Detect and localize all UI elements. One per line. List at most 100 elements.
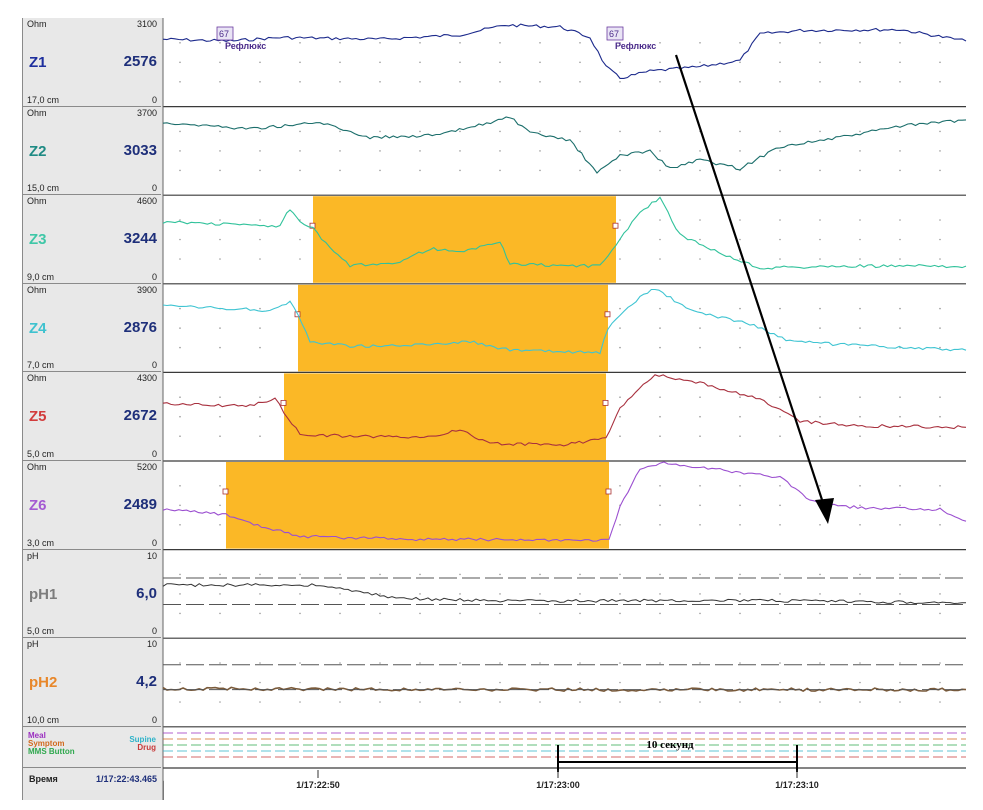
channel-label-z5[interactable]: Ohm 4300 Z5 2672 5,0 cm 0: [23, 372, 161, 461]
grid-dot: [539, 42, 541, 44]
grid-dot: [899, 219, 901, 221]
grid-dot: [699, 701, 701, 703]
grid-dot: [619, 485, 621, 487]
grid-dot: [339, 81, 341, 83]
reflux-marker-box: [606, 26, 624, 41]
grid-dot: [939, 681, 941, 684]
grid-dot: [459, 681, 461, 684]
grid-dot: [459, 169, 461, 172]
channel-label-z6[interactable]: Ohm 5200 Z6 2489 3,0 cm 0: [23, 461, 161, 550]
grid-dot: [179, 219, 181, 221]
grid-dot: [259, 612, 261, 615]
grid-dot: [699, 415, 701, 418]
grid-dot: [619, 219, 621, 221]
channel-name: Z1: [29, 54, 47, 71]
grid-dot: [659, 524, 661, 526]
grid-dot: [859, 415, 861, 418]
channel-value: 3244: [123, 230, 157, 248]
grid-dot: [299, 258, 301, 260]
grid-dot: [499, 81, 501, 83]
channel-label-ph1[interactable]: pH 10 pH1 6,0 5,0 cm 0: [23, 549, 161, 639]
channel-unit: pH: [27, 639, 39, 650]
grid-dot: [659, 327, 661, 329]
grid-dot: [219, 681, 221, 684]
grid-dot: [899, 485, 901, 487]
grid-dot: [859, 485, 861, 487]
channel-label-z3[interactable]: Ohm 4600 Z3 3244 9,0 cm 0: [23, 195, 161, 284]
bolus-region-z6: [226, 462, 609, 549]
grid-dot: [819, 42, 821, 44]
legend-symptom: Symptom: [28, 739, 65, 748]
bolus-region-z3: [313, 196, 616, 283]
grid-dot: [659, 42, 661, 44]
grid-dot: [579, 593, 581, 595]
grid-dot: [219, 396, 221, 399]
grid-dot: [379, 681, 381, 684]
grid-dot: [659, 61, 661, 64]
grid-dot: [339, 662, 341, 664]
grid-dot: [179, 524, 181, 526]
grid-dot: [859, 612, 861, 615]
grid-dot: [739, 662, 741, 664]
grid-dot: [539, 169, 541, 172]
grid-dot: [659, 701, 661, 703]
channel-label-z4[interactable]: Ohm 3900 Z4 2876 7,0 cm 0: [23, 283, 161, 373]
grid-dot: [659, 504, 661, 507]
grid-dot: [619, 701, 621, 703]
legend-meal: Meal: [28, 731, 46, 740]
grid-dot: [219, 504, 221, 507]
grid-dot: [179, 612, 181, 615]
grid-dot: [419, 150, 421, 152]
grid-dot: [259, 701, 261, 703]
grid-dot: [419, 612, 421, 615]
grid-dot: [219, 485, 221, 487]
grid-dot: [779, 681, 781, 684]
grid-dot: [219, 81, 221, 83]
scale-bar-label: 10 секунд: [646, 739, 694, 751]
bolus-region-z5: [284, 373, 606, 460]
grid-dot: [379, 169, 381, 172]
grid-dot: [259, 150, 261, 152]
grid-dot: [819, 130, 821, 133]
grid-dot: [739, 238, 741, 241]
grid-dot: [419, 130, 421, 133]
grid-dot: [779, 42, 781, 44]
channel-name: pH1: [29, 585, 58, 603]
channel-label-ph2[interactable]: pH 10 pH2 4,2 10,0 cm 0: [23, 638, 161, 727]
grid-dot: [899, 130, 901, 133]
grid-dot: [699, 42, 701, 44]
grid-dot: [579, 169, 581, 172]
grid-dot: [779, 396, 781, 399]
grid-dot: [899, 327, 901, 329]
grid-dot: [299, 662, 301, 664]
grid-dot: [499, 612, 501, 615]
grid-dot: [699, 524, 701, 526]
grid-dot: [739, 573, 741, 576]
grid-dot: [579, 662, 581, 664]
grid-dot: [939, 81, 941, 83]
channel-name: Z2: [29, 142, 47, 160]
grid-dot: [299, 42, 301, 44]
grid-dot: [619, 307, 621, 310]
trace-z3: [162, 196, 967, 270]
bolus-exit-marker: [612, 222, 619, 229]
grid-dot: [539, 701, 541, 703]
grid-dot: [819, 593, 821, 595]
grid-dot: [259, 681, 261, 684]
channel-label-z1[interactable]: Ohm 3100 Z1 2576 17,0 cm 0: [23, 18, 161, 107]
grid-dot: [819, 612, 821, 615]
grid-dot: [659, 346, 661, 349]
channel-value: 2489: [123, 496, 157, 513]
grid-dot: [819, 219, 821, 221]
grid-dot: [579, 61, 581, 64]
channel-unit: Ohm: [27, 19, 47, 29]
grid-dot: [739, 307, 741, 310]
grid-dot: [219, 61, 221, 64]
grid-dot: [699, 662, 701, 664]
grid-dot: [339, 130, 341, 133]
grid-dot: [459, 573, 461, 576]
channel-label-z2[interactable]: Ohm 3700 Z2 3033 15,0 cm 0: [23, 106, 161, 196]
grid-dot: [859, 435, 861, 438]
